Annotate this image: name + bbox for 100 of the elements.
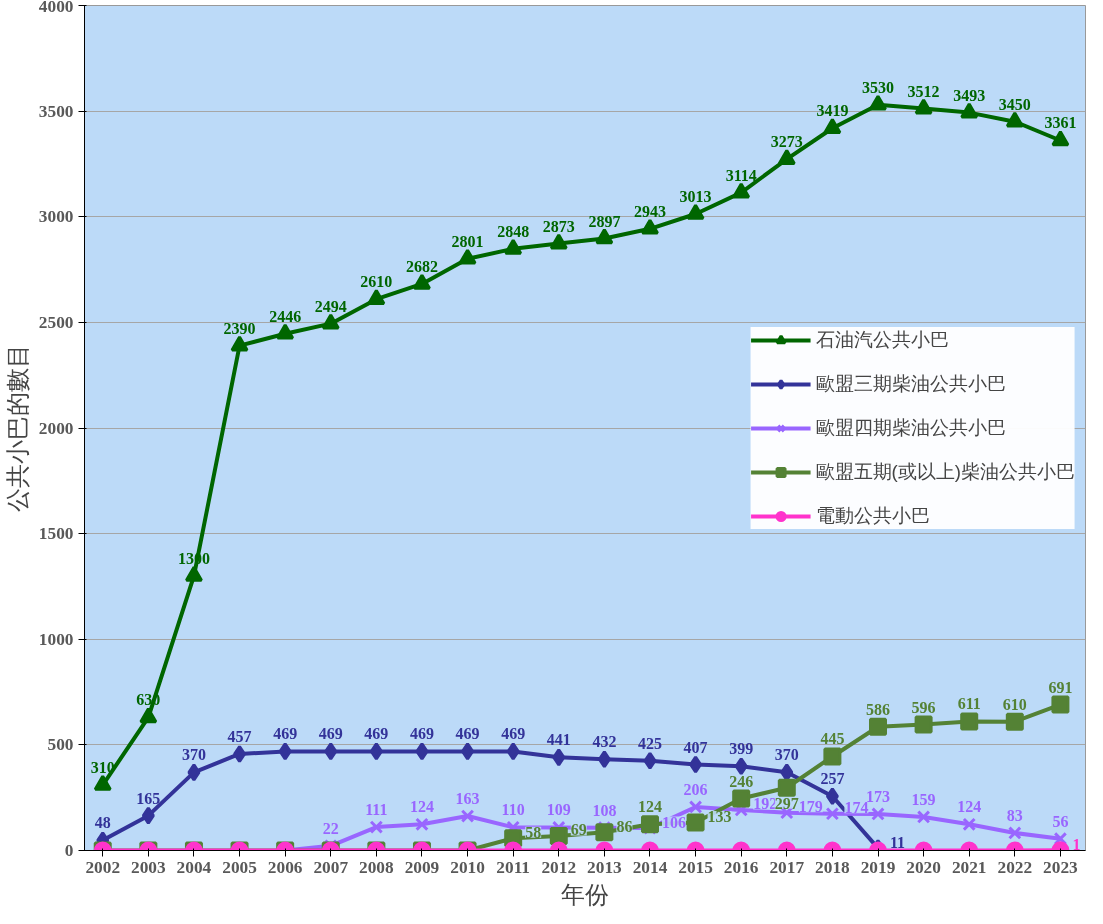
data-label: 22 [322, 819, 339, 837]
x-tick-label: 2013 [587, 857, 623, 877]
data-label: 163 [455, 790, 480, 808]
y-axis-title: 公共小巴的數目 [3, 344, 31, 512]
x-tick-label: 2023 [1043, 857, 1079, 877]
x-tick-label: 2003 [131, 857, 167, 877]
x-tick-label: 2020 [906, 857, 941, 877]
data-label: 3493 [953, 86, 986, 104]
data-label: 469 [364, 725, 389, 743]
x-tick-label: 2014 [632, 857, 668, 877]
data-label: 457 [227, 727, 252, 745]
data-label: 3273 [770, 133, 803, 151]
data-label: 2446 [269, 307, 302, 325]
data-label: 3450 [998, 95, 1031, 113]
x-tick-label: 2016 [723, 857, 759, 877]
x-tick-label: 2005 [222, 857, 258, 877]
x-tick-label: 2006 [267, 857, 303, 877]
data-label: 83 [1006, 806, 1023, 824]
data-label: 469 [455, 725, 480, 743]
x-tick-label: 2004 [176, 857, 212, 877]
data-label: 257 [820, 770, 845, 788]
data-label: 2494 [314, 297, 347, 315]
x-tick-label: 2021 [951, 857, 987, 877]
y-tick-label: 4000 [38, 0, 74, 16]
x-tick-label: 2009 [404, 857, 440, 877]
data-label: 3361 [1044, 114, 1077, 132]
y-tick-label: 1500 [38, 524, 74, 544]
data-label: 370 [181, 746, 206, 764]
data-label: 2682 [405, 257, 438, 275]
data-label: 56 [1052, 812, 1069, 830]
y-tick-label: 2000 [38, 418, 74, 438]
legend-label: 歐盟三期柴油公共小巴 [815, 371, 1006, 396]
data-label: 586 [866, 700, 890, 718]
data-label: 124 [957, 798, 982, 816]
x-tick-label: 2022 [997, 857, 1033, 877]
x-tick-label: 2017 [769, 857, 805, 877]
x-axis-title: 年份 [561, 880, 609, 908]
data-label: 407 [683, 738, 708, 756]
data-label: 469 [501, 725, 526, 743]
x-tick-label: 2012 [541, 857, 577, 877]
data-label: 69 [570, 821, 587, 839]
data-label: 2390 [223, 319, 256, 337]
data-label: 2943 [633, 202, 666, 220]
y-tick-label: 1000 [38, 629, 74, 649]
data-label: 596 [911, 698, 936, 716]
y-tick-label: 3500 [38, 101, 74, 121]
data-label: 425 [637, 734, 662, 752]
data-label: 445 [820, 730, 845, 748]
data-label: 610 [1002, 695, 1027, 713]
data-label: 399 [729, 740, 754, 758]
data-label: 86 [616, 817, 633, 835]
data-label: 469 [318, 725, 343, 743]
data-label: 691 [1048, 678, 1073, 696]
data-label: 2801 [451, 232, 484, 250]
x-tick-label: 2011 [496, 857, 531, 877]
y-tick-label: 0 [64, 841, 74, 860]
x-tick-label: 2002 [85, 857, 121, 877]
data-label: 3013 [679, 188, 712, 205]
data-label: 159 [911, 790, 936, 808]
data-label: 441 [546, 731, 571, 749]
x-tick-label: 2007 [313, 857, 349, 877]
data-label: 2897 [588, 212, 621, 230]
data-label: 611 [957, 695, 981, 713]
legend-label: 歐盟五期(或以上)柴油公共小巴 [815, 459, 1075, 484]
data-label: 179 [798, 798, 823, 816]
data-label: 133 [707, 807, 732, 825]
x-tick-label: 2015 [678, 857, 714, 877]
data-label: 11 [890, 833, 906, 851]
data-label: 106 [661, 813, 686, 831]
x-tick-label: 2010 [450, 857, 485, 877]
data-label: 110 [501, 801, 525, 819]
y-tick-label: 3000 [38, 207, 74, 227]
x-tick-label: 2019 [860, 857, 896, 877]
data-label: 3114 [725, 166, 757, 184]
legend-label: 歐盟四期柴油公共小巴 [815, 415, 1006, 440]
data-label: 1 [1072, 835, 1081, 853]
data-label: 111 [365, 801, 388, 819]
data-label: 124 [637, 798, 662, 816]
data-label: 3419 [816, 102, 849, 120]
data-label: 432 [592, 733, 617, 751]
data-label: 165 [136, 789, 161, 807]
data-label: 370 [774, 746, 799, 764]
data-label: 2610 [360, 273, 393, 291]
y-tick-label: 2500 [38, 312, 74, 332]
y-tick-label: 500 [47, 735, 74, 755]
data-label: 2873 [542, 217, 575, 235]
data-label: 108 [592, 801, 617, 819]
data-label: 246 [729, 772, 754, 790]
data-label: 469 [409, 725, 434, 743]
legend-label: 電動公共小巴 [815, 503, 930, 528]
data-label: 58 [525, 823, 542, 841]
x-tick-label: 2018 [815, 857, 851, 877]
data-label: 206 [683, 780, 708, 798]
data-label: 2848 [497, 222, 530, 240]
data-label: 109 [546, 801, 571, 819]
data-label: 3530 [862, 78, 894, 96]
data-label: 469 [273, 725, 298, 743]
data-label: 124 [409, 798, 434, 816]
x-tick-label: 2008 [359, 857, 395, 877]
legend-label: 石油汽公共小巴 [815, 327, 949, 352]
